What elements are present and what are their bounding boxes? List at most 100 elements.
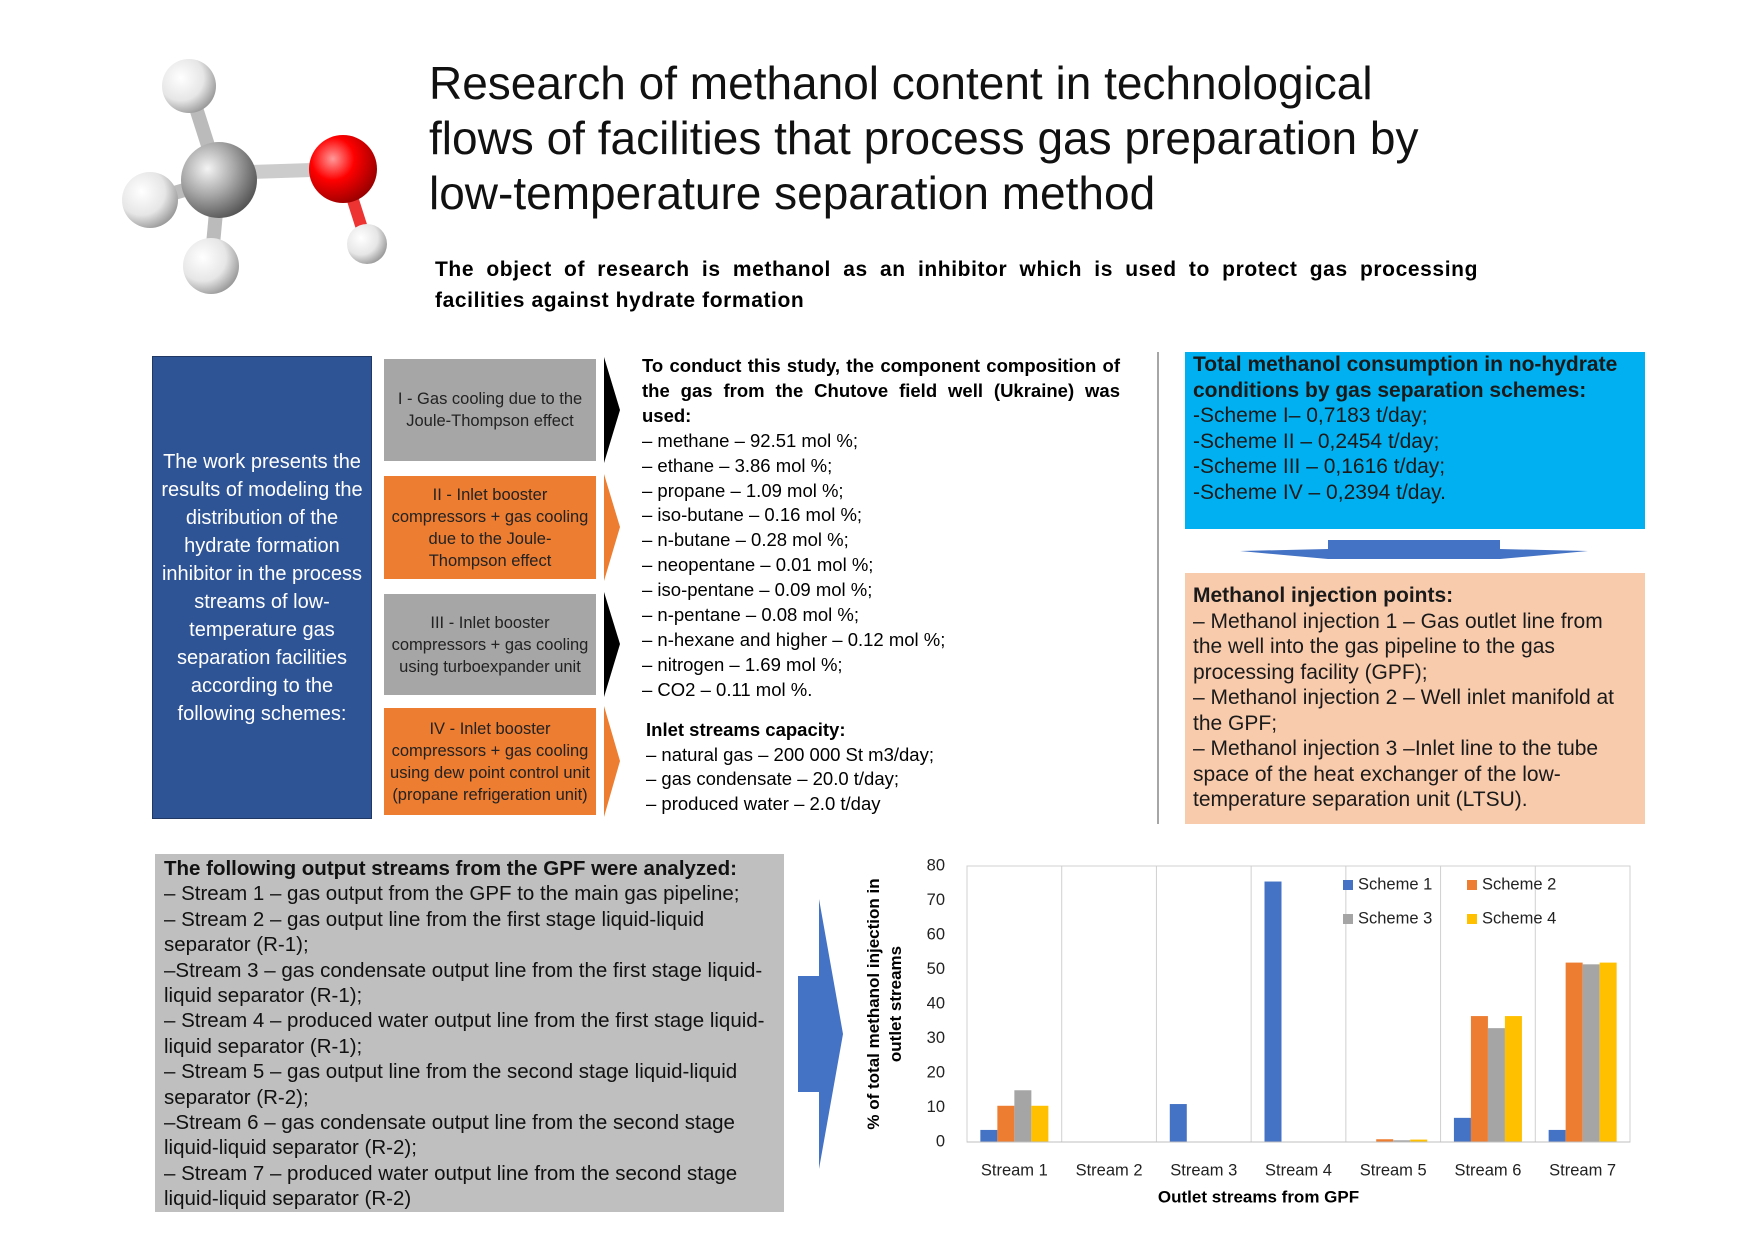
composition-item: – n-butane – 0.28 mol %;: [642, 529, 849, 551]
plot-area: [966, 865, 1631, 1143]
title-line: low-temperature separation method: [429, 167, 1156, 219]
bar: [1582, 964, 1600, 1142]
x-axis-title: Outlet streams from GPF: [1158, 1187, 1359, 1206]
title-line: flows of facilities that process gas pre…: [429, 112, 1419, 164]
title: Research of methanol content in technolo…: [429, 56, 1419, 221]
outputs-item: – Stream 5 – gas output line from the se…: [164, 1060, 738, 1109]
bar: [1169, 1104, 1187, 1142]
consumption: Total methanol consumption in no-hydrate…: [1185, 352, 1645, 529]
y-tick-label: 30: [927, 1029, 945, 1047]
legend-label: Scheme 3: [1358, 909, 1432, 927]
composition-item: – iso-butane – 0.16 mol %;: [642, 504, 863, 526]
scheme-box: II - Inlet booster compressors + gas coo…: [382, 474, 598, 581]
legend-swatch: [1343, 880, 1353, 890]
scheme-box: III - Inlet booster compressors + gas co…: [382, 592, 598, 697]
outputs-item: –Stream 6 – gas condensate output line f…: [164, 1111, 735, 1160]
injection: Methanol injection points: – Methanol inj…: [1185, 573, 1645, 824]
bar: [1376, 1139, 1394, 1142]
consumption-item: -Scheme III – 0,1616 t/day;: [1193, 455, 1446, 478]
legend-label: Scheme 2: [1482, 875, 1556, 893]
legend-swatch: [1467, 880, 1477, 890]
bar: [1014, 1090, 1032, 1142]
down-arrow: [1240, 540, 1588, 559]
chevron: [604, 357, 620, 463]
consumption-item: -Scheme II – 0,2454 t/day;: [1193, 429, 1440, 453]
bar: [980, 1129, 998, 1142]
y-tick-label: 40: [927, 994, 945, 1012]
capacity-item: – gas condensate – 20.0 t/day;: [646, 768, 900, 789]
injection-heading: Methanol injection points:: [1193, 584, 1454, 607]
composition-item: – CO2 – 0.11 mol %.: [642, 678, 813, 700]
bar: [1393, 1140, 1411, 1142]
composition: To conduct this study, the component com…: [642, 354, 1120, 703]
bar: [1264, 881, 1282, 1142]
y-tick-label: 60: [927, 925, 945, 943]
outputs: The following output streams from the GP…: [155, 854, 784, 1212]
outputs-heading: The following output streams from the GP…: [164, 857, 737, 880]
composition-item: – methane – 92.51 mol %;: [642, 429, 858, 451]
right-arrow: [798, 899, 843, 1169]
capacity: Inlet streams capacity: – natural gas – 2…: [646, 718, 1126, 816]
injection-item: – Methanol injection 2 – Well inlet mani…: [1193, 686, 1615, 735]
outputs-item: – Stream 2 – gas output line from the fi…: [164, 907, 705, 957]
overview: The work presents the results of modelin…: [152, 356, 372, 819]
consumption-item: -Scheme IV – 0,2394 t/day.: [1193, 480, 1446, 504]
scheme-box: I - Gas cooling due to the Joule-Thompso…: [382, 357, 598, 463]
y-tick-label: 10: [927, 1098, 945, 1116]
injection-item: – Methanol injection 3 –Inlet line to th…: [1193, 737, 1599, 811]
title-line: Research of methanol content in technolo…: [429, 57, 1373, 109]
capacity-item: – produced water – 2.0 t/day: [646, 792, 881, 814]
x-tick-label: Stream 6: [1454, 1161, 1521, 1179]
legend-label: Scheme 4: [1482, 909, 1556, 927]
x-tick-label: Stream 7: [1549, 1161, 1616, 1179]
composition-intro: To conduct this study, the component com…: [642, 355, 1120, 426]
composition-item: – nitrogen – 1.69 mol %;: [642, 653, 843, 675]
y-tick-label: 50: [927, 960, 945, 978]
bar: [1410, 1139, 1428, 1142]
y-tick-label: 0: [936, 1132, 945, 1150]
composition-item: – propane – 1.09 mol %;: [642, 479, 844, 501]
composition-item: – ethane – 3.86 mol %;: [642, 454, 833, 476]
bar: [1504, 1016, 1522, 1142]
x-tick-label: Stream 4: [1265, 1161, 1332, 1179]
x-tick-label: Stream 3: [1170, 1161, 1237, 1179]
molecule: [122, 59, 387, 294]
outputs-item: –Stream 3 – gas condensate output line f…: [164, 958, 763, 1008]
bar: [1453, 1117, 1471, 1142]
chevron: [604, 592, 620, 697]
outputs-item: – Stream 7 – produced water output line …: [164, 1161, 738, 1211]
outputs-item: – Stream 1 – gas output from the GPF to …: [164, 882, 740, 906]
legend-swatch: [1343, 914, 1353, 924]
overview-text: The work presents the results of modelin…: [161, 450, 363, 725]
composition-item: – neopentane – 0.01 mol %;: [642, 554, 874, 576]
bar: [1470, 1016, 1488, 1142]
bar: [1599, 962, 1617, 1142]
bar: [1487, 1028, 1505, 1142]
legend-swatch: [1467, 914, 1477, 924]
chevron: [604, 474, 620, 581]
x-tick-label: Stream 5: [1360, 1161, 1427, 1179]
y-tick-label: 70: [927, 891, 945, 909]
y-tick-label: 80: [927, 856, 945, 874]
chart: 0 10 20 30 40 50 60 70 80 Stream 1 Stream 2 Stream …: [927, 856, 1631, 1206]
x-tick-label: Stream 1: [981, 1161, 1048, 1179]
scheme-box: IV - Inlet booster compressors + gas coo…: [382, 706, 598, 817]
capacity-heading: Inlet streams capacity:: [646, 719, 846, 740]
bar: [1548, 1129, 1566, 1142]
subtitle: The object of research is methanol as an…: [435, 258, 1478, 312]
composition-item: – n-hexane and higher – 0.12 mol %;: [642, 628, 946, 650]
composition-item: – iso-pentane – 0.09 mol %;: [642, 579, 873, 601]
capacity-item: – natural gas – 200 000 St m3/day;: [646, 743, 934, 765]
outputs-item: – Stream 4 – produced water output line …: [164, 1009, 765, 1058]
y-axis-title: % of total methanol injection in outlet …: [864, 878, 905, 1130]
chevron: [604, 706, 620, 817]
legend-label: Scheme 1: [1358, 875, 1432, 893]
injection-item: – Methanol injection 1 – Gas outlet line…: [1193, 609, 1603, 684]
composition-item: – n-pentane – 0.08 mol %;: [642, 604, 860, 626]
consumption-heading: Total methanol consumption in no-hydrate…: [1193, 353, 1618, 402]
bar: [1565, 962, 1583, 1142]
bar: [1031, 1105, 1049, 1142]
x-tick-label: Stream 2: [1076, 1161, 1143, 1179]
